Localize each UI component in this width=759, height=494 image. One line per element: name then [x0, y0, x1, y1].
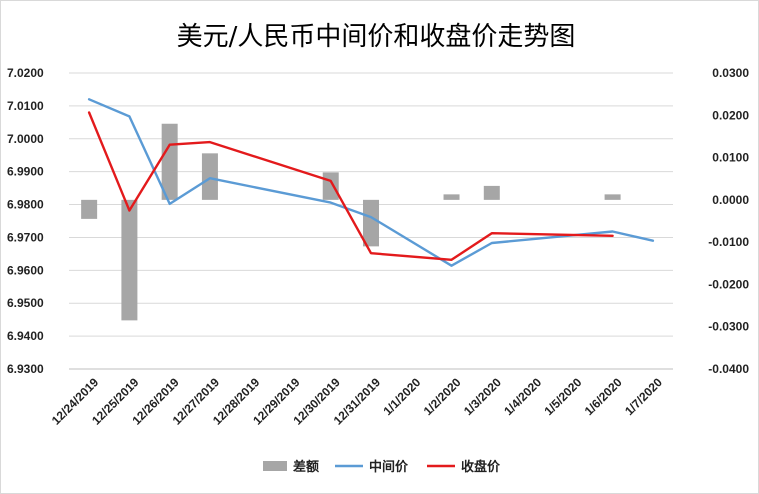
legend: 差额 中间价 收盘价 — [263, 459, 501, 475]
y-right-tick-label: -0.0300 — [708, 320, 749, 334]
y-right-tick-label: 0.0100 — [712, 151, 749, 165]
legend-label: 差额 — [293, 459, 319, 475]
x-tick-label: 1/3/2020 — [461, 375, 504, 418]
y-left-tick-label: 6.9500 — [7, 296, 44, 310]
chart-title: 美元/人民币中间价和收盘价走势图 — [177, 22, 576, 52]
bar-chadu — [201, 153, 218, 200]
bar-series-layer — [81, 123, 621, 321]
legend-label: 收盘价 — [461, 459, 501, 475]
line-series-layer — [87, 98, 655, 267]
bar-chadu — [363, 199, 379, 247]
x-tick-label: 1/1/2020 — [380, 375, 423, 418]
y-left-tick-label: 7.0000 — [7, 132, 44, 146]
y-right-tick-label: 0.0000 — [712, 193, 749, 207]
y-left-tick-label: 7.0200 — [7, 66, 44, 80]
y-left-tick-label: 6.9400 — [7, 329, 44, 343]
y-right-tick-label: -0.0200 — [708, 277, 749, 291]
x-tick-label: 1/7/2020 — [622, 375, 665, 418]
y-right-tick-label: 0.0300 — [712, 66, 749, 80]
y-left-tick-label: 6.9800 — [7, 198, 44, 212]
bar-chadu — [483, 185, 500, 200]
bar-chadu — [161, 123, 178, 200]
bar-chadu — [322, 172, 339, 200]
x-tick-label: 1/4/2020 — [501, 375, 544, 418]
y-right-tick-label: -0.0100 — [708, 235, 749, 249]
y-right-tick-label: 0.0200 — [712, 108, 749, 122]
line-series-shoupanjia — [87, 111, 614, 261]
legend-swatch-bar — [263, 461, 287, 471]
bar-chadu — [81, 199, 98, 219]
axis-labels: 6.9300 6.9400 6.9500 6.9600 6.9700 6.9800 6.99… — [7, 66, 749, 428]
y-left-tick-label: 6.9700 — [7, 230, 44, 244]
line-series-zhongjianjia — [87, 98, 655, 267]
y-right-tick-label: -0.0400 — [708, 362, 749, 376]
legend-label: 中间价 — [369, 459, 409, 475]
y-left-tick-label: 6.9900 — [7, 165, 44, 179]
y-left-tick-label: 6.9300 — [7, 362, 44, 376]
y-left-tick-label: 7.0100 — [7, 99, 44, 113]
y-left-tick-label: 6.9600 — [7, 263, 44, 277]
bar-chadu — [604, 194, 621, 200]
bar-chadu — [443, 194, 460, 200]
bar-chadu — [121, 199, 138, 321]
x-tick-label: 1/5/2020 — [542, 375, 585, 418]
x-tick-label: 1/2/2020 — [421, 375, 464, 418]
x-tick-label: 1/6/2020 — [582, 375, 625, 418]
